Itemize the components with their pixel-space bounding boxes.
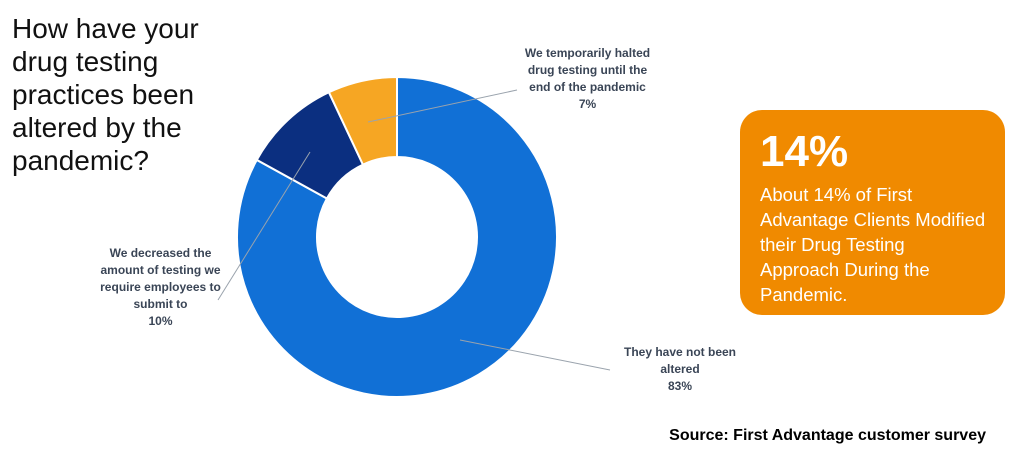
- slice-label: We temporarily halted drug testing until…: [515, 45, 660, 113]
- leader-line: [217, 151, 311, 301]
- leader-line: [459, 339, 611, 371]
- leader-line: [367, 89, 518, 123]
- slice-label: We decreased the amount of testing we re…: [88, 245, 233, 330]
- category-label: They have not been altered: [623, 345, 737, 376]
- slice-label: They have not been altered 83%: [605, 344, 755, 395]
- callout-headline: 14%: [760, 127, 849, 176]
- source: Source: First Advantage customer survey: [669, 427, 986, 444]
- value-label: 7%: [578, 97, 597, 111]
- chart-title: How have your drug testing practices bee…: [12, 13, 199, 176]
- value-label: 10%: [148, 314, 173, 328]
- donut-slice: [236, 75, 558, 398]
- category-label: We decreased the amount of testing we re…: [100, 246, 221, 311]
- donut-slice: [327, 75, 398, 166]
- category-label: We temporarily halted drug testing until…: [524, 46, 651, 94]
- value-label: 83%: [667, 379, 693, 393]
- callout: 14% About 14% of First Advantage Clients…: [740, 110, 1005, 315]
- callout-text: About 14% of First Advantage Clients Mod…: [760, 184, 986, 305]
